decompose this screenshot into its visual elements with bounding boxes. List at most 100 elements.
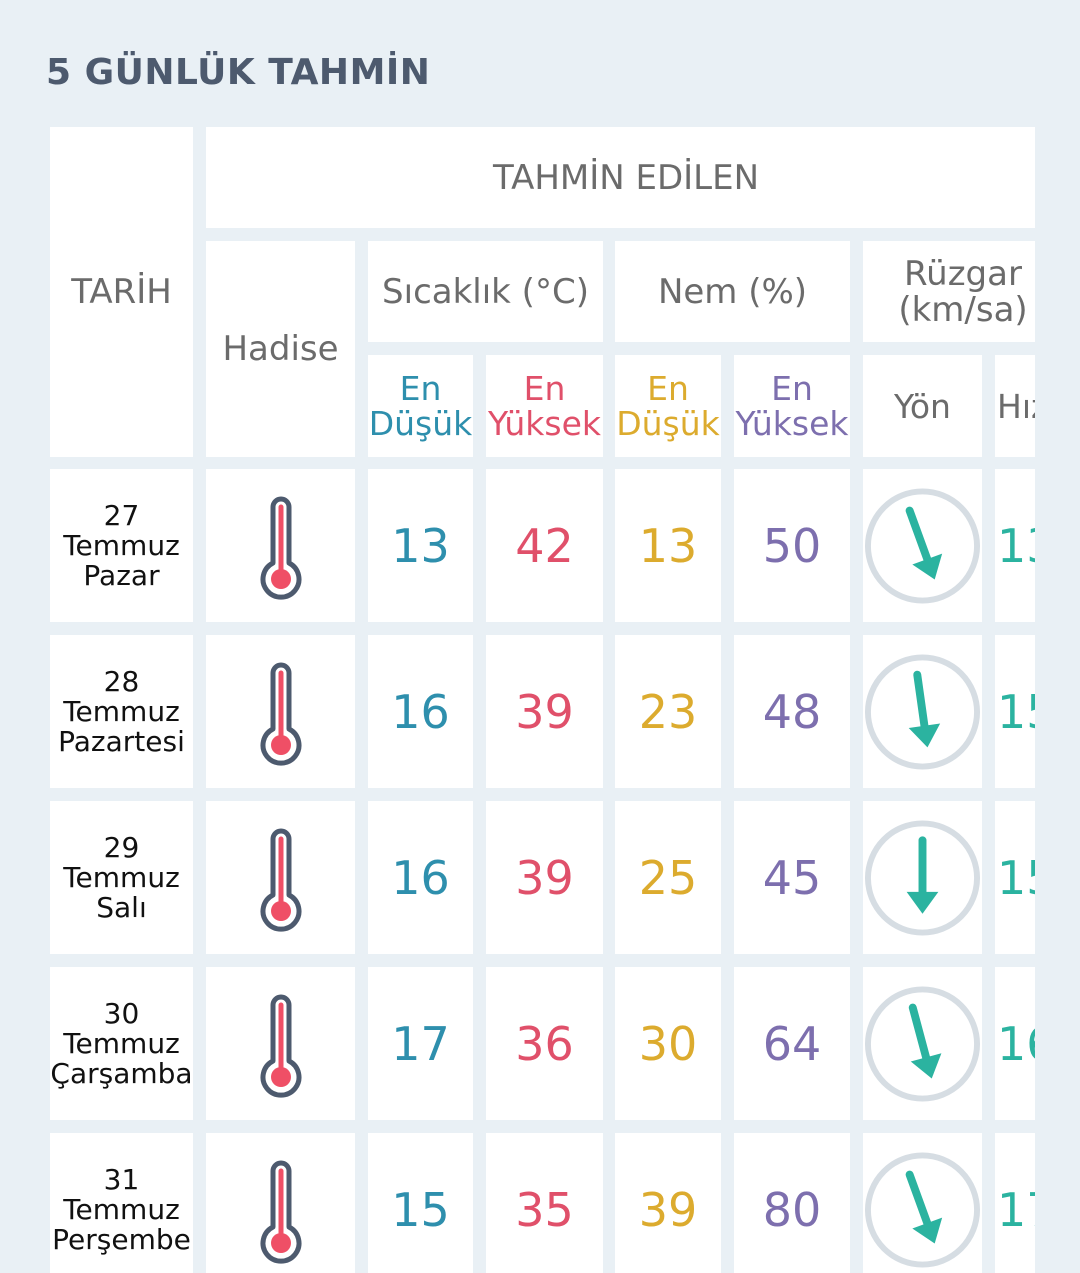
subheader-hum-max: En Yüksek <box>734 355 850 457</box>
hum-min-cell: 30 <box>615 967 721 1120</box>
subheader-hum-max-en: En <box>771 369 813 408</box>
temp-min-cell: 13 <box>368 469 473 622</box>
hadise-cell <box>206 469 355 622</box>
hum-min-value: 30 <box>638 1016 698 1071</box>
date-day: 31 <box>103 1162 140 1196</box>
thermometer-icon <box>260 496 301 600</box>
temp-max-value: 42 <box>515 518 574 573</box>
date-day: 30 <box>103 996 140 1030</box>
hum-max-value: 50 <box>762 518 822 573</box>
date-weekday: Pazar <box>83 558 160 592</box>
hum-max-cell: 50 <box>734 469 850 622</box>
hum-max-cell: 48 <box>734 635 850 788</box>
hum-max-value: 80 <box>762 1182 822 1237</box>
hadise-cell <box>206 1133 355 1273</box>
subheader-hum-min: En Düşük <box>615 355 721 457</box>
date-month: Temmuz <box>63 1026 180 1060</box>
date-day: 28 <box>103 664 140 698</box>
temp-max-value: 36 <box>515 1016 574 1071</box>
subheader-hum-min-dusuk: Düşük <box>616 404 720 443</box>
temp-min-cell: 17 <box>368 967 473 1120</box>
hum-min-value: 39 <box>638 1182 698 1237</box>
hadise-cell <box>206 635 355 788</box>
subheader-temp-max-yuksek: Yüksek <box>487 404 601 443</box>
thermometer-icon <box>260 828 301 932</box>
header-ruzgar-label: Rüzgar <box>904 253 1022 294</box>
temp-max-cell: 36 <box>486 967 603 1120</box>
header-tahmin-edilen: TAHMİN EDİLEN <box>206 127 1035 228</box>
wind-direction-icon <box>864 653 981 770</box>
forecast-table[interactable]: TARİH TAHMİN EDİLEN Hadise Sıcaklık (°C)… <box>46 121 1035 1273</box>
thermometer-icon <box>260 1160 301 1264</box>
wind-direction-icon <box>864 819 981 936</box>
temp-max-value: 35 <box>515 1182 574 1237</box>
wind-speed-cell: 17 <box>995 1133 1035 1273</box>
hum-max-value: 64 <box>762 1016 822 1071</box>
header-tarih: TARİH <box>50 127 193 457</box>
subheader-hum-min-en: En <box>647 369 689 408</box>
temp-min-value: 16 <box>391 684 450 739</box>
wind-speed-cell: 15 <box>995 635 1035 788</box>
hum-min-cell: 23 <box>615 635 721 788</box>
hum-max-value: 48 <box>762 684 822 739</box>
temp-min-value: 16 <box>391 850 450 905</box>
wind-direction-cell <box>863 635 982 788</box>
wind-speed-value: 13 <box>997 518 1035 573</box>
date-weekday: Perşembe <box>52 1222 191 1256</box>
hum-max-cell: 45 <box>734 801 850 954</box>
date-day: 29 <box>103 830 140 864</box>
temp-max-cell: 39 <box>486 801 603 954</box>
hum-min-cell: 13 <box>615 469 721 622</box>
hum-max-value: 45 <box>762 850 822 905</box>
wind-speed-cell: 16 <box>995 967 1035 1120</box>
wind-speed-cell: 15 <box>995 801 1035 954</box>
wind-direction-cell <box>863 967 982 1120</box>
wind-speed-value: 16 <box>997 1016 1035 1071</box>
date-weekday: Pazartesi <box>58 724 185 758</box>
header-hadise: Hadise <box>206 241 355 457</box>
date-cell: 29 Temmuz Salı <box>50 801 193 954</box>
hum-min-cell: 39 <box>615 1133 721 1273</box>
thermometer-icon <box>260 994 301 1098</box>
subheader-temp-min-dusuk: Düşük <box>368 404 473 443</box>
temp-max-cell: 42 <box>486 469 603 622</box>
hadise-cell <box>206 801 355 954</box>
temp-max-value: 39 <box>515 850 574 905</box>
hadise-cell <box>206 967 355 1120</box>
wind-speed-value: 15 <box>997 850 1035 905</box>
temp-min-cell: 16 <box>368 801 473 954</box>
wind-direction-icon <box>864 487 981 604</box>
date-cell: 27 Temmuz Pazar <box>50 469 193 622</box>
wind-direction-cell <box>863 801 982 954</box>
temp-min-value: 13 <box>391 518 450 573</box>
date-cell: 31 Temmuz Perşembe <box>50 1133 193 1273</box>
wind-direction-cell <box>863 469 982 622</box>
hum-min-value: 25 <box>638 850 698 905</box>
page-title: 5 GÜNLÜK TAHMİN <box>46 52 431 93</box>
temp-min-value: 15 <box>391 1182 450 1237</box>
wind-direction-icon <box>864 985 981 1102</box>
header-ruzgar: Rüzgar (km/sa) <box>863 241 1035 342</box>
date-weekday: Çarşamba <box>50 1056 193 1090</box>
date-cell: 30 Temmuz Çarşamba <box>50 967 193 1120</box>
date-weekday: Salı <box>96 890 147 924</box>
wind-speed-value: 17 <box>997 1182 1035 1237</box>
wind-speed-cell: 13 <box>995 469 1035 622</box>
temp-max-cell: 35 <box>486 1133 603 1273</box>
hum-min-value: 23 <box>638 684 698 739</box>
temp-min-cell: 16 <box>368 635 473 788</box>
hum-min-cell: 25 <box>615 801 721 954</box>
wind-speed-value: 15 <box>997 684 1035 739</box>
header-ruzgar-unit: (km/sa) <box>898 289 1028 330</box>
subheader-hum-max-yuksek: Yüksek <box>735 404 849 443</box>
subheader-wind-dir: Yön <box>863 355 982 457</box>
subheader-temp-min: En Düşük <box>368 355 473 457</box>
temp-min-cell: 15 <box>368 1133 473 1273</box>
subheader-temp-max: En Yüksek <box>486 355 603 457</box>
hum-max-cell: 64 <box>734 967 850 1120</box>
thermometer-icon <box>260 662 301 766</box>
hum-min-value: 13 <box>638 518 698 573</box>
header-sicaklik: Sıcaklık (°C) <box>368 241 603 342</box>
subheader-temp-min-en: En <box>399 369 442 408</box>
subheader-wind-speed: Hız <box>995 355 1035 457</box>
